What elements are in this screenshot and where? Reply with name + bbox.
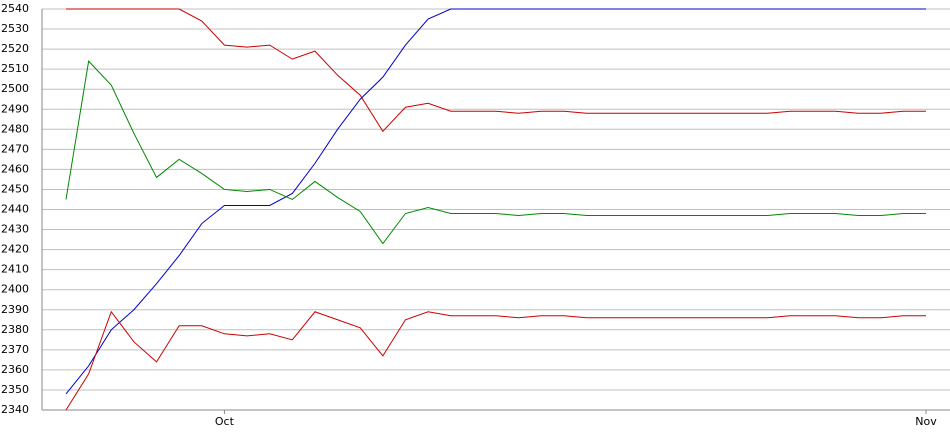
y-tick-label: 2500 <box>1 82 29 95</box>
y-tick-label: 2490 <box>1 102 29 115</box>
y-tick-label: 2400 <box>1 283 29 296</box>
y-tick-label: 2450 <box>1 182 29 195</box>
y-tick-label: 2530 <box>1 22 29 35</box>
y-tick-label: 2540 <box>1 2 29 15</box>
y-tick-label: 2360 <box>1 363 29 376</box>
y-tick-label: 2380 <box>1 323 29 336</box>
x-tick-label: Nov <box>915 415 937 428</box>
series-line <box>66 8 926 133</box>
y-tick-label: 2510 <box>1 62 29 75</box>
y-tick-label: 2520 <box>1 42 29 55</box>
y-tick-label: 2340 <box>1 403 29 416</box>
y-tick-label: 2350 <box>1 383 29 396</box>
y-tick-label: 2430 <box>1 223 29 236</box>
x-tick-label: Oct <box>215 415 235 428</box>
y-tick-label: 2480 <box>1 122 29 135</box>
y-tick-label: 2440 <box>1 203 29 216</box>
y-tick-label: 2470 <box>1 142 29 155</box>
y-tick-label: 2420 <box>1 243 29 256</box>
y-tick-label: 2370 <box>1 343 29 356</box>
y-tick-label: 2410 <box>1 263 29 276</box>
y-tick-label: 2460 <box>1 162 29 175</box>
series-line <box>65 60 926 245</box>
series-line <box>65 310 926 411</box>
series-line <box>65 8 926 395</box>
y-tick-label: 2390 <box>1 303 29 316</box>
